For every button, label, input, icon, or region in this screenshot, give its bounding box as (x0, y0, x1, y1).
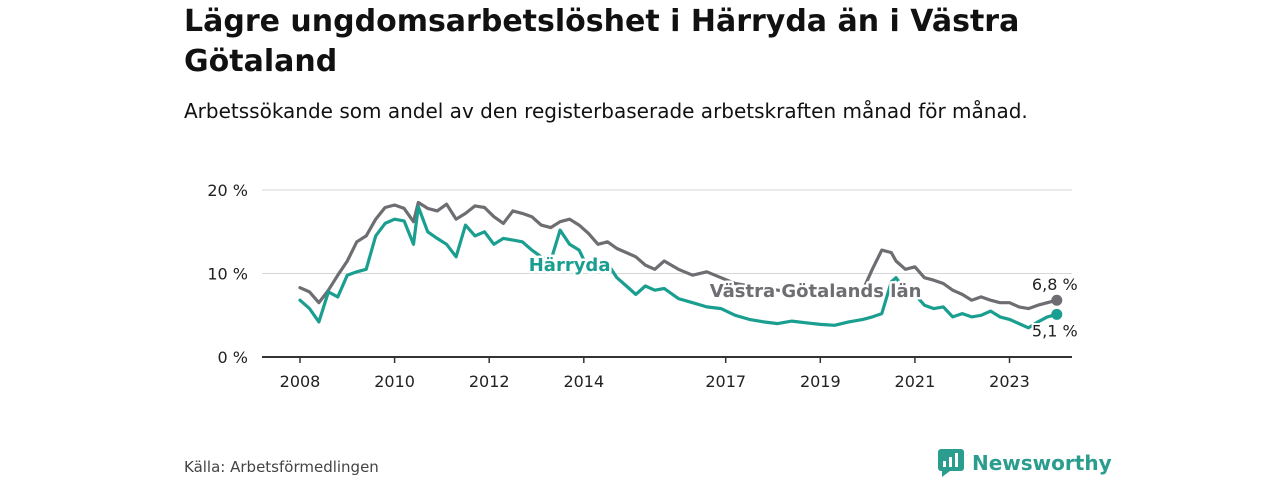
series-name-label-harryda: Härryda (529, 255, 611, 276)
newsworthy-logo-icon (938, 449, 964, 477)
x-tick-label: 2014 (563, 372, 604, 391)
end-point-vastra-gotaland (1051, 294, 1063, 306)
series-line-harryda (298, 205, 1059, 330)
y-tick-label: 0 % (218, 348, 248, 367)
brand-logo[interactable]: Newsworthy (938, 449, 1112, 477)
series-line-vastra-gotaland (298, 200, 1059, 311)
source-note: Källa: Arbetsförmedlingen (184, 458, 379, 476)
x-tick-label: 2023 (989, 372, 1030, 391)
x-tick-label: 2019 (800, 372, 841, 391)
end-value-label-vastra-gotaland: 6,8 % (1032, 275, 1078, 294)
x-tick-label: 2017 (705, 372, 746, 391)
series-name-label-vastra-gotaland: Västra Götalands län (710, 281, 922, 302)
brand-name: Newsworthy (972, 451, 1112, 475)
x-tick-label: 2012 (469, 372, 510, 391)
y-tick-label: 20 % (207, 181, 248, 200)
chart-subtitle: Arbetssökande som andel av den registerb… (184, 99, 1028, 123)
y-tick-label: 10 % (207, 265, 248, 284)
end-value-label-harryda: 5,1 % (1032, 321, 1078, 340)
end-point-harryda (1051, 308, 1063, 320)
chart-title: Lägre ungdomsarbetslöshet i Härryda än i… (184, 4, 1020, 79)
x-tick-label: 2008 (280, 372, 321, 391)
x-tick-label: 2021 (895, 372, 936, 391)
x-tick-label: 2010 (374, 372, 415, 391)
line-chart: 6,8 % 5,1 % Härryda Västra Götalands län 0 … (207, 181, 1079, 391)
